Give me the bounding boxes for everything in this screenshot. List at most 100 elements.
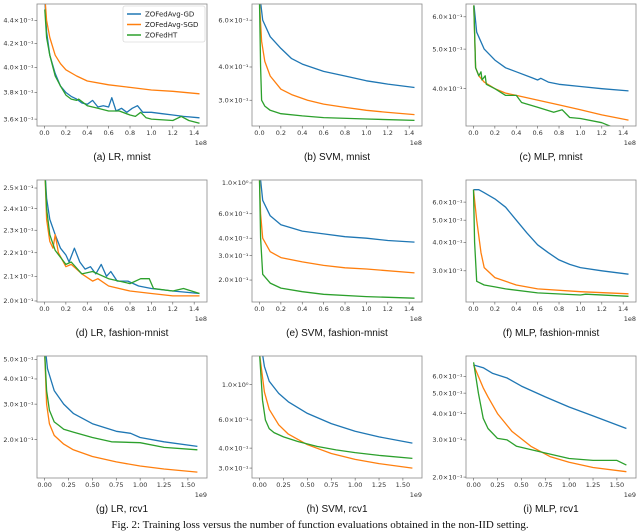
- y-tick-label: 2.0×10⁻¹: [432, 473, 462, 481]
- x-tick-label: 0.0: [254, 305, 264, 313]
- x-tick-label: 1.4: [404, 305, 414, 313]
- x-tick-label: 0.4: [511, 305, 521, 313]
- y-tick-label: 2.0×10⁻¹: [3, 436, 33, 444]
- y-tick-label: 4.0×10⁻¹: [3, 64, 33, 72]
- x-tick-label: 1.0: [146, 129, 156, 137]
- series-line-zofedavg-gd: [473, 189, 629, 275]
- y-tick-label: 3.0×10⁻¹: [218, 464, 248, 472]
- x-tick-label: 0.2: [61, 305, 71, 313]
- chart-4: 0.0 0.2 0.4 0.6 0.8 1.0 1.2 1.4 1e8 2.0×10⁻¹ 2.1×1…: [3, 179, 208, 339]
- x-tick-label: 0.2: [276, 129, 286, 137]
- series-line-zofedavg-gd: [259, 180, 415, 243]
- x-tick-label: 1.2: [597, 305, 607, 313]
- x-tick-label: 0.8: [125, 305, 135, 313]
- x-tick-label: 0.75: [538, 481, 552, 489]
- x-tick-label: 0.0: [39, 129, 49, 137]
- series-line-zofedavg-sgd: [44, 4, 200, 95]
- y-tick-label: 3.6×10⁻¹: [3, 115, 33, 123]
- legend-label: ZOFedAvg-SGD: [145, 21, 198, 29]
- y-tick-label: 6.0×10⁻¹: [432, 198, 462, 206]
- x-tick-label: 0.2: [490, 129, 500, 137]
- y-tick-label: 4.0×10⁻¹: [218, 63, 248, 71]
- y-tick-label: 4.0×10⁻¹: [3, 375, 33, 383]
- x-tick-label: 1.50: [396, 481, 410, 489]
- y-tick-label: 3.0×10⁻¹: [3, 400, 33, 408]
- legend-box: [122, 5, 206, 43]
- y-tick-label: 6.0×10⁻¹: [432, 13, 462, 21]
- x-offset-label: 1e9: [195, 491, 207, 499]
- series-line-zofedavg-gd: [260, 4, 415, 89]
- y-tick-label: 6.0×10⁻¹: [218, 16, 248, 24]
- x-tick-label: 0.4: [82, 129, 92, 137]
- x-tick-label: 0.25: [490, 481, 504, 489]
- plot-frame: [465, 3, 637, 127]
- y-tick-label: 4.0×10⁻¹: [432, 410, 462, 418]
- series-line-zofedavg-gd: [45, 356, 198, 448]
- x-tick-label: 0.6: [532, 129, 542, 137]
- chart-6: 0.0 0.2 0.4 0.6 0.8 1.0 1.2 1.4 1e8 3.0×10⁻¹ 4.0×1…: [432, 179, 637, 339]
- y-tick-label: 6.0×10⁻¹: [218, 416, 248, 424]
- series-line-zofedht: [258, 180, 415, 299]
- x-tick-label: 0.2: [61, 129, 71, 137]
- x-tick-label: 0.0: [468, 129, 478, 137]
- series-line-zofedavg-sgd: [44, 180, 200, 297]
- figure-caption: Fig. 2: Training loss versus the number …: [111, 519, 529, 531]
- y-tick-label: 4.0×10⁻¹: [432, 238, 462, 246]
- x-tick-label: 1.50: [181, 481, 195, 489]
- x-tick-label: 1.25: [372, 481, 386, 489]
- x-tick-label: 0.75: [109, 481, 123, 489]
- y-tick-label: 5.0×10⁻¹: [3, 356, 33, 364]
- x-tick-label: 0.6: [532, 305, 542, 313]
- y-tick-label: 2.0×10⁻¹: [218, 276, 248, 284]
- x-tick-label: 0.00: [252, 481, 266, 489]
- x-tick-label: 0.25: [61, 481, 75, 489]
- x-tick-label: 1.25: [586, 481, 600, 489]
- series-line-zofedht: [473, 5, 612, 126]
- x-tick-label: 0.8: [340, 305, 350, 313]
- series-line-zofedavg-sgd: [259, 356, 413, 469]
- x-tick-label: 0.8: [554, 129, 564, 137]
- y-tick-label: 2.2×10⁻¹: [3, 249, 33, 257]
- y-tick-label: 6.0×10⁻¹: [218, 210, 248, 218]
- subplot-caption: (e) SVM, fashion-mnist: [286, 328, 388, 339]
- x-tick-label: 1.0: [575, 305, 585, 313]
- series-line-zofedavg-gd: [473, 364, 627, 430]
- x-tick-label: 0.0: [468, 305, 478, 313]
- x-tick-label: 1.4: [404, 129, 414, 137]
- subplot-caption: (i) MLP, rcv1: [523, 504, 579, 515]
- plot-frame: [36, 3, 208, 127]
- x-offset-label: 1e8: [195, 139, 207, 147]
- x-tick-label: 0.4: [297, 305, 307, 313]
- x-tick-label: 0.6: [318, 129, 328, 137]
- series-line-zofedavg-sgd: [473, 364, 627, 473]
- x-tick-label: 1.4: [189, 129, 199, 137]
- x-offset-label: 1e9: [624, 491, 636, 499]
- chart-1: 0.0 0.2 0.4 0.6 0.8 1.0 1.2 1.4 1e8 3.6×10⁻¹ 3.8×1…: [3, 3, 208, 163]
- x-tick-label: 1.4: [618, 305, 628, 313]
- x-tick-label: 0.2: [490, 305, 500, 313]
- x-tick-label: 1.25: [157, 481, 171, 489]
- x-tick-label: 0.0: [39, 305, 49, 313]
- subplot-caption: (b) SVM, mnist: [304, 152, 370, 163]
- x-tick-label: 1.4: [189, 305, 199, 313]
- plot-frame: [36, 179, 208, 303]
- y-tick-label: 2.0×10⁻¹: [3, 297, 33, 305]
- x-tick-label: 1.2: [597, 129, 607, 137]
- y-tick-label: 1.0×10⁰: [222, 381, 249, 389]
- plot-frame: [465, 355, 637, 479]
- subplot-caption: (c) MLP, mnist: [519, 152, 582, 163]
- x-tick-label: 1.2: [383, 129, 393, 137]
- legend-label: ZOFedAvg-GD: [145, 11, 194, 19]
- y-tick-label: 3.0×10⁻¹: [432, 436, 462, 444]
- series-line-zofedavg-sgd: [258, 180, 415, 274]
- x-tick-label: 1.00: [133, 481, 147, 489]
- chart-3: 0.0 0.2 0.4 0.6 0.8 1.0 1.2 1.4 1e8 4.0×10⁻¹ 5.0×1…: [432, 3, 637, 163]
- x-offset-label: 1e8: [195, 315, 207, 323]
- x-tick-label: 0.00: [466, 481, 480, 489]
- x-tick-label: 0.6: [103, 129, 113, 137]
- subplot-caption: (d) LR, fashion-mnist: [76, 328, 169, 339]
- x-tick-label: 1.0: [146, 305, 156, 313]
- x-tick-label: 1.0: [575, 129, 585, 137]
- x-tick-label: 1.2: [168, 129, 178, 137]
